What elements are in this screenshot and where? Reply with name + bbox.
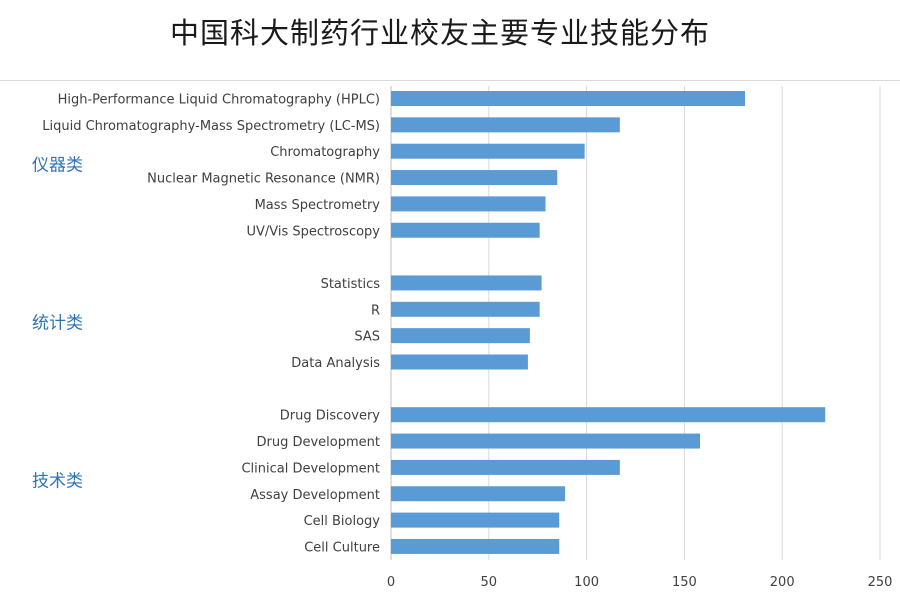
bar — [391, 354, 528, 370]
bar — [391, 538, 560, 554]
category-label: Drug Discovery — [280, 409, 381, 424]
x-tick-label: 150 — [672, 575, 697, 590]
x-axis-tick-labels: 0 50 100 150 200 250 — [387, 575, 893, 590]
category-label: Nuclear Magnetic Resonance (NMR) — [147, 172, 380, 187]
bar — [391, 512, 560, 528]
category-label: High-Performance Liquid Chromatography (… — [58, 93, 380, 108]
category-label: Assay Development — [250, 488, 380, 503]
category-label: Drug Development — [257, 435, 381, 450]
x-tick-label: 200 — [770, 575, 795, 590]
bar — [391, 301, 540, 317]
bar — [391, 459, 620, 475]
category-label: Chromatography — [270, 145, 380, 160]
group-label: 仪器类 — [32, 155, 83, 175]
x-tick-label: 0 — [387, 575, 395, 590]
bar — [391, 328, 530, 344]
category-label: Mass Spectrometry — [255, 198, 381, 213]
bar — [391, 91, 746, 106]
x-tick-label: 50 — [481, 575, 498, 590]
category-label: R — [371, 303, 380, 318]
gridlines — [390, 86, 881, 560]
x-tick-label: 250 — [868, 575, 893, 590]
bar — [391, 407, 826, 423]
category-label: SAS — [354, 330, 380, 345]
bars — [391, 91, 826, 554]
category-label: Cell Culture — [304, 540, 380, 555]
category-labels: High-Performance Liquid Chromatography (… — [42, 93, 380, 556]
bar — [391, 170, 558, 186]
chart-frame-top-border — [0, 80, 900, 81]
category-label: Data Analysis — [291, 356, 380, 371]
bar — [391, 143, 585, 159]
group-label: 统计类 — [32, 313, 83, 333]
bar — [391, 117, 620, 133]
category-label: Clinical Development — [241, 461, 380, 476]
bar — [391, 275, 542, 291]
bar — [391, 486, 566, 502]
category-label: Statistics — [321, 277, 381, 292]
category-label: Liquid Chromatography-Mass Spectrometry … — [42, 119, 380, 134]
group-label: 技术类 — [32, 472, 83, 492]
x-tick-label: 100 — [574, 575, 599, 590]
chart-title: 中国科大制药行业校友主要专业技能分布 — [169, 16, 710, 50]
category-label: UV/Vis Spectroscopy — [247, 224, 381, 239]
bar — [391, 222, 540, 238]
bar — [391, 196, 546, 212]
category-label: Cell Biology — [304, 514, 381, 529]
bar — [391, 433, 701, 449]
